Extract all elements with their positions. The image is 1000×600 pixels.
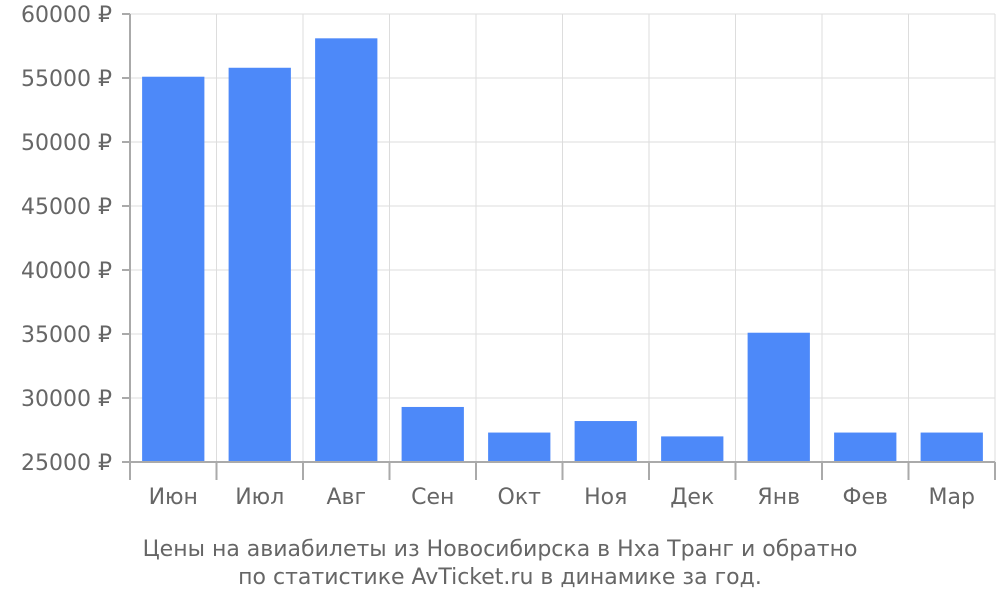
x-tick-label: Фев (843, 485, 888, 510)
bar (747, 332, 810, 462)
bar (142, 76, 205, 462)
x-tick-label: Авг (326, 485, 366, 510)
x-tick-label: Июн (149, 485, 198, 510)
x-tick-label: Дек (670, 485, 714, 510)
y-tick-label: 50000 ₽ (21, 131, 112, 156)
chart-caption-line-2: по статистике AvTicket.ru в динамике за … (238, 565, 762, 590)
bar (574, 421, 637, 462)
bar (488, 432, 551, 462)
x-tick-label: Мар (929, 485, 975, 510)
x-tick-label: Окт (498, 485, 542, 510)
bar (834, 432, 897, 462)
bar (920, 432, 983, 462)
bar (228, 67, 291, 462)
bar (315, 38, 378, 462)
y-tick-labels: 25000 ₽ 30000 ₽ 35000 ₽ 40000 ₽ 45000 ₽ 50000… (21, 3, 112, 476)
x-tick-label: Июл (235, 485, 284, 510)
x-tick-label: Янв (757, 485, 800, 510)
y-tick-label: 35000 ₽ (21, 323, 112, 348)
y-tick-label: 30000 ₽ (21, 387, 112, 412)
chart-caption-line-1: Цены на авиабилеты из Новосибирска в Нха… (143, 537, 858, 562)
x-tick-labels: Июн Июл Авг Сен Окт Ноя Дек Янв Фев Мар (149, 485, 975, 510)
y-tick-label: 60000 ₽ (21, 3, 112, 28)
y-tick-label: 55000 ₽ (21, 67, 112, 92)
y-tick-label: 25000 ₽ (21, 451, 112, 476)
y-tick-label: 40000 ₽ (21, 259, 112, 284)
y-tick-label: 45000 ₽ (21, 195, 112, 220)
bars (142, 38, 983, 462)
x-tick-label: Ноя (584, 485, 627, 510)
bar (661, 436, 724, 462)
axes (122, 13, 996, 480)
x-tick-label: Сен (411, 485, 454, 510)
bar (401, 406, 464, 462)
